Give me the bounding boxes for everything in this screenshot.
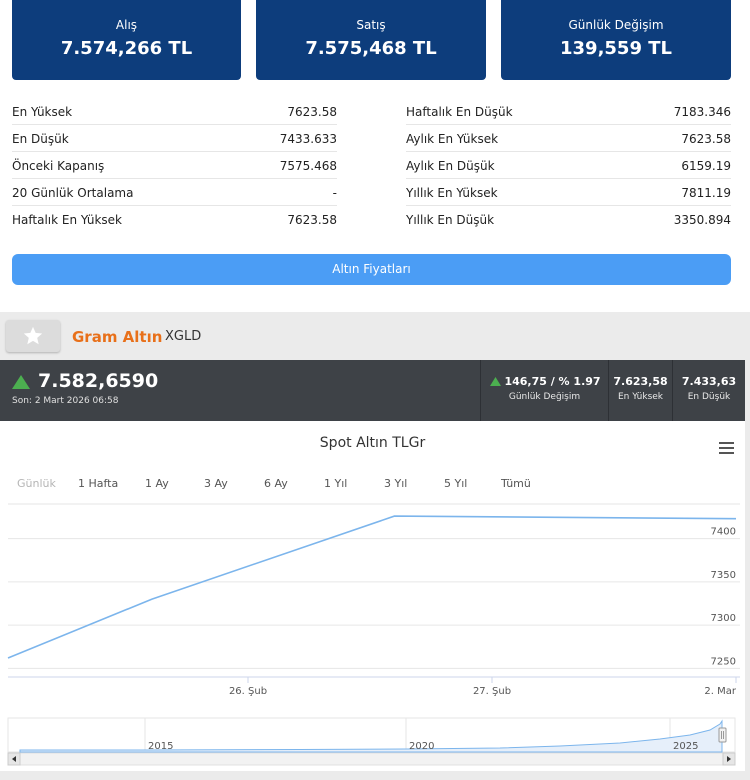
- series-line: [7, 515, 737, 659]
- navigator-label: 2020: [409, 741, 434, 752]
- day-high-cell: 7.623,58 En Yüksek: [608, 360, 672, 421]
- stat-key: Haftalık En Düşük: [406, 105, 513, 119]
- y-axis-ticks: 7250 7300 7350 7400: [711, 527, 736, 668]
- chart-title: Spot Altın TLGr: [319, 435, 426, 451]
- range-5-years[interactable]: 5 Yıl: [444, 477, 468, 490]
- y-tick-label: 7300: [711, 613, 736, 624]
- daily-change-value: 139,559 TL: [560, 38, 672, 59]
- instrument-code: XGLD: [165, 329, 202, 344]
- stats-right: Haftalık En Düşük 7183.346 Aylık En Yükse…: [406, 98, 731, 233]
- stat-value: 6159.19: [681, 159, 731, 173]
- stat-row: En Yüksek 7623.58: [12, 98, 337, 125]
- star-icon: [23, 326, 43, 345]
- x-axis-ticks: 26. Şub 27. Şub 2. Mar: [229, 677, 737, 697]
- last-price: 7.582,6590: [38, 370, 159, 392]
- y-tick-label: 7400: [711, 527, 736, 538]
- stat-row: Haftalık En Düşük 7183.346: [406, 98, 731, 125]
- stat-value: 7811.19: [681, 186, 731, 200]
- sell-card: Satış 7.575,468 TL: [256, 0, 486, 80]
- range-3-years[interactable]: 3 Yıl: [384, 477, 408, 490]
- stat-key: Yıllık En Düşük: [406, 213, 495, 227]
- range-1-year[interactable]: 1 Yıl: [324, 477, 348, 490]
- scrollbar-track[interactable]: [7, 752, 736, 766]
- arrow-left-icon: [12, 756, 16, 762]
- up-arrow-icon: [490, 377, 501, 386]
- daily-change-label: Günlük Değişim: [508, 392, 581, 402]
- navigator-handle[interactable]: [718, 727, 727, 743]
- day-low-label: En Düşük: [687, 392, 731, 402]
- menu-icon[interactable]: [719, 442, 734, 454]
- day-high-value: 7.623,58: [613, 375, 668, 388]
- stat-row: Yıllık En Yüksek 7811.19: [406, 179, 731, 206]
- daily-change-label: Günlük Değişim: [568, 18, 664, 32]
- buy-label: Alış: [115, 18, 138, 32]
- buy-value: 7.574,266 TL: [60, 38, 193, 59]
- price-chart: 7250 7300 7350 7400 26. Şub 27. Şub 2. Mar 20…: [7, 503, 740, 766]
- stat-value: 7623.58: [287, 105, 337, 119]
- day-low-value: 7.433,63: [681, 375, 737, 388]
- day-high-label: En Yüksek: [617, 392, 664, 402]
- gold-prices-button[interactable]: Altın Fiyatları: [12, 254, 731, 285]
- instrument-name: Gram Altın: [72, 328, 163, 346]
- daily-change-cell: 146,75 / % 1.97 Günlük Değişim: [480, 360, 608, 421]
- range-6-months[interactable]: 6 Ay: [264, 477, 288, 490]
- navigator-label: 2025: [673, 741, 698, 752]
- stat-key: Haftalık En Yüksek: [12, 213, 122, 227]
- stat-row: Haftalık En Yüksek 7623.58: [12, 206, 337, 233]
- daily-change-value: 146,75 / % 1.97: [504, 375, 601, 388]
- range-3-months[interactable]: 3 Ay: [204, 477, 228, 490]
- stat-value: 7623.58: [287, 213, 337, 227]
- stat-value: -: [332, 186, 337, 200]
- arrow-right-icon: [727, 756, 731, 762]
- sell-label: Satış: [356, 18, 386, 32]
- range-all[interactable]: Tümü: [501, 477, 531, 490]
- x-tick-label: 2. Mar: [704, 686, 736, 697]
- stat-value: 7575.468: [279, 159, 337, 173]
- summary-panel: Alış 7.574,266 TL Satış 7.575,468 TL Gün…: [0, 0, 750, 312]
- day-low-cell: 7.433,63 En Düşük: [672, 360, 745, 421]
- daily-change-card: Günlük Değişim 139,559 TL: [501, 0, 731, 80]
- x-tick-label: 27. Şub: [473, 686, 511, 697]
- range-1-week[interactable]: 1 Hafta: [78, 477, 119, 490]
- stat-value: 7433.633: [279, 132, 337, 146]
- grid-lines: [8, 538, 740, 669]
- stat-key: Yıllık En Yüksek: [406, 186, 498, 200]
- stats-left: En Yüksek 7623.58 En Düşük 7433.633 Önceki…: [12, 98, 337, 233]
- stat-key: Aylık En Yüksek: [406, 132, 499, 146]
- price-bar: 7.582,6590 Son: 2 Mart 2026 06:58 146,75…: [0, 360, 745, 421]
- stat-value: 3350.894: [673, 213, 731, 227]
- stat-row: En Düşük 7433.633: [12, 125, 337, 152]
- stat-key: En Düşük: [12, 132, 69, 146]
- favorite-button[interactable]: [6, 320, 60, 352]
- stat-key: En Yüksek: [12, 105, 73, 119]
- instrument-header: Gram Altın XGLD: [0, 312, 750, 360]
- stat-key: Önceki Kapanış: [12, 159, 105, 173]
- stat-row: Aylık En Yüksek 7623.58: [406, 125, 731, 152]
- stat-value: 7183.346: [673, 105, 731, 119]
- x-tick-label: 26. Şub: [229, 686, 267, 697]
- y-tick-label: 7250: [711, 656, 736, 667]
- up-arrow-icon: [12, 375, 30, 389]
- stat-row: 20 Günlük Ortalama -: [12, 179, 337, 206]
- buy-card: Alış 7.574,266 TL: [12, 0, 241, 80]
- sell-value: 7.575,468 TL: [305, 38, 437, 59]
- stat-row: Yıllık En Düşük 3350.894: [406, 206, 731, 233]
- navigator-label: 2015: [148, 741, 173, 752]
- y-tick-label: 7350: [711, 570, 736, 581]
- stat-key: Aylık En Düşük: [406, 159, 495, 173]
- stat-row: Önceki Kapanış 7575.468: [12, 152, 337, 179]
- range-1-month[interactable]: 1 Ay: [145, 477, 169, 490]
- chart-panel: Spot Altın TLGr Günlük 1 Hafta 1 Ay 3 Ay…: [0, 421, 745, 771]
- last-update-time: Son: 2 Mart 2026 06:58: [12, 396, 119, 406]
- stat-key: 20 Günlük Ortalama: [12, 186, 134, 200]
- range-daily[interactable]: Günlük: [17, 477, 56, 490]
- stat-row: Aylık En Düşük 6159.19: [406, 152, 731, 179]
- stat-value: 7623.58: [681, 132, 731, 146]
